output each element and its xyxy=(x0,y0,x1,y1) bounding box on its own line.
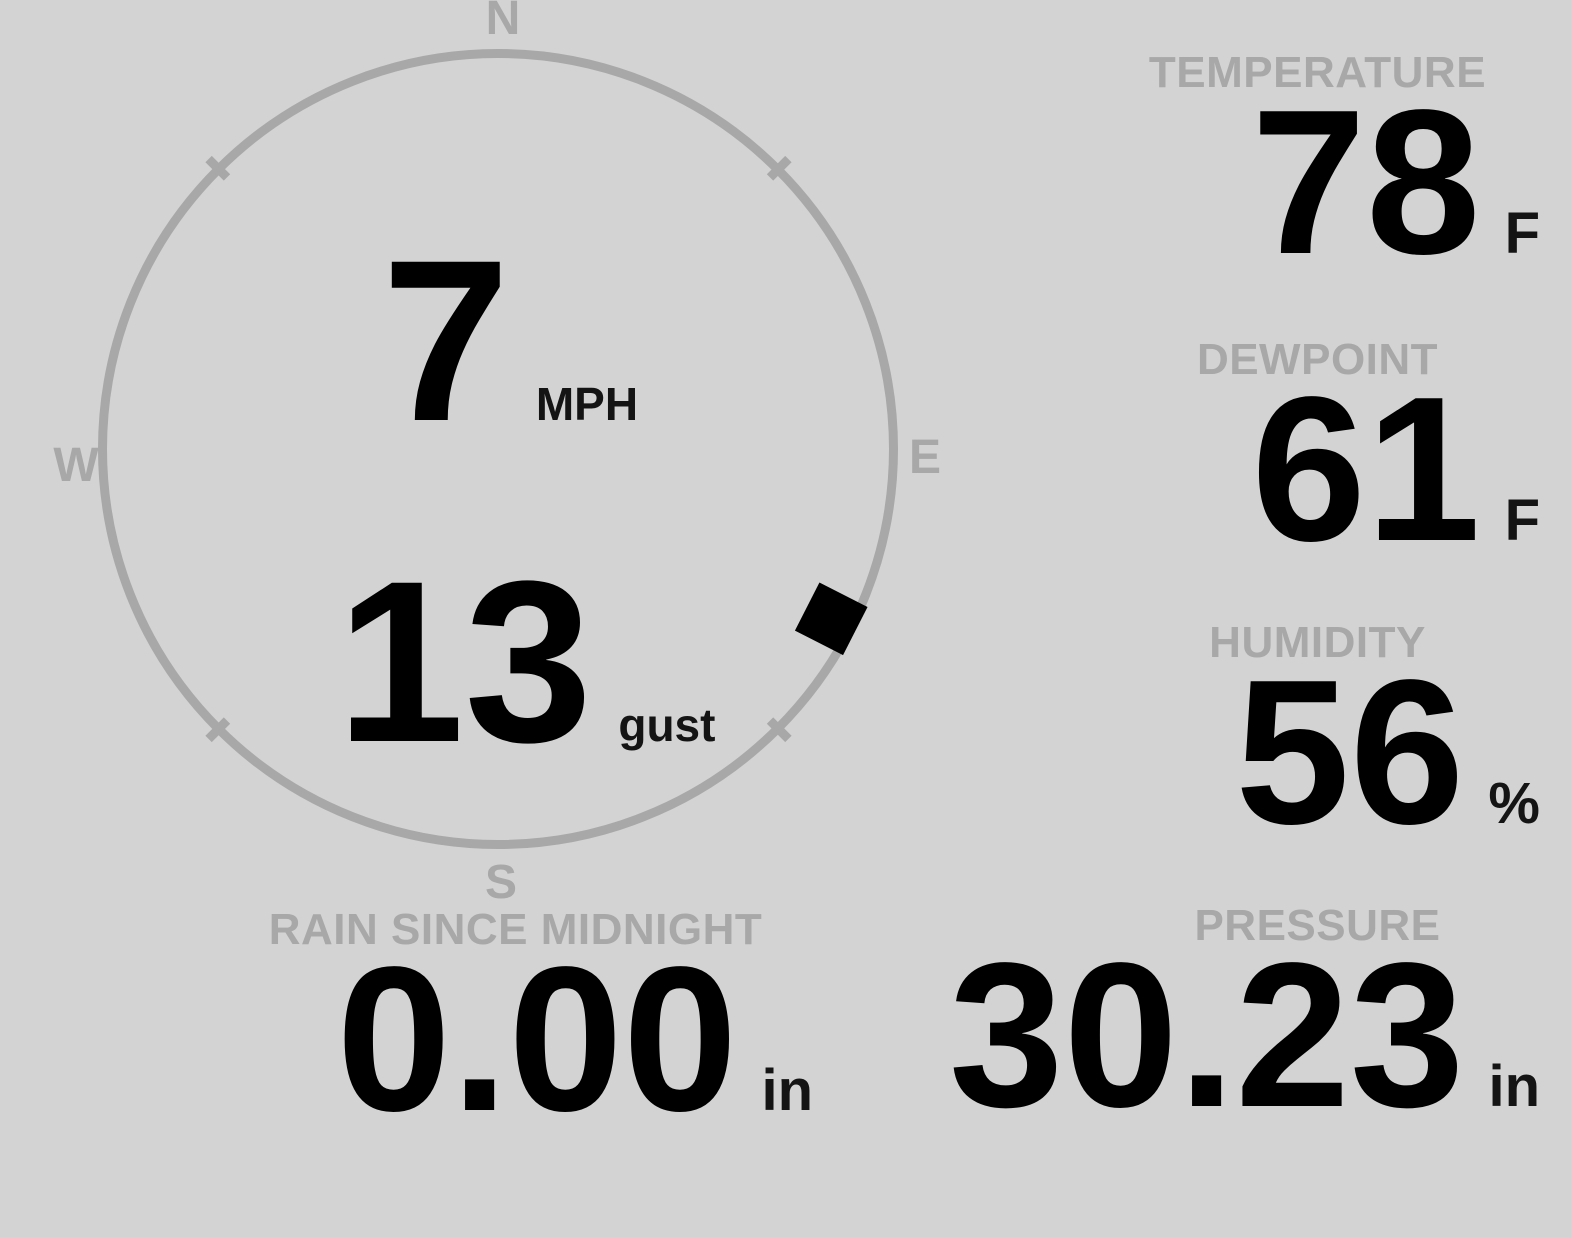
stat-temperature: TEMPERATURE 78 F xyxy=(945,51,1540,286)
dewpoint-value-row: 61 F xyxy=(945,366,1540,572)
temperature-value: 78 xyxy=(1251,67,1481,297)
humidity-unit: % xyxy=(1488,771,1540,836)
compass-circle xyxy=(98,49,898,849)
cardinal-label-east: E xyxy=(908,431,942,484)
pressure-value-row: 30.23 in xyxy=(945,932,1540,1138)
stat-humidity: HUMIDITY 56 % xyxy=(945,621,1540,856)
temperature-value-row: 78 F xyxy=(945,79,1540,285)
temperature-label: TEMPERATURE xyxy=(1148,48,1487,97)
wind-gust-value: 13 xyxy=(336,533,593,790)
wind-speed-unit: MPH xyxy=(535,378,639,430)
wind-gust-unit: gust xyxy=(618,699,716,751)
stat-rain-since-midnight: RAIN SINCE MIDNIGHT 0.00 in xyxy=(218,905,813,1143)
pressure-label: PRESSURE xyxy=(1194,901,1441,950)
dewpoint-value: 61 xyxy=(1251,354,1481,584)
stat-dewpoint: DEWPOINT 61 F xyxy=(945,338,1540,573)
rain-value-row: 0.00 in xyxy=(218,936,813,1142)
dewpoint-unit: F xyxy=(1504,488,1540,553)
cardinal-label-south: S xyxy=(484,856,518,909)
dewpoint-label: DEWPOINT xyxy=(1196,335,1439,384)
temperature-unit: F xyxy=(1504,201,1540,266)
wind-gust: 13 gust xyxy=(98,547,926,777)
rain-unit: in xyxy=(761,1058,813,1123)
humidity-label: HUMIDITY xyxy=(1209,618,1426,667)
cardinal-label-west: W xyxy=(53,439,99,492)
rain-value: 0.00 xyxy=(336,924,738,1154)
rain-label: RAIN SINCE MIDNIGHT xyxy=(268,905,763,954)
pressure-unit: in xyxy=(1488,1054,1540,1119)
wind-speed-value: 7 xyxy=(381,212,510,469)
stat-pressure: PRESSURE 30.23 in xyxy=(945,904,1540,1139)
humidity-value: 56 xyxy=(1235,637,1465,867)
humidity-value-row: 56 % xyxy=(945,649,1540,855)
pressure-value: 30.23 xyxy=(948,920,1465,1150)
wind-speed: 7 MPH xyxy=(98,226,910,456)
wind-compass: 7 MPH 13 gust xyxy=(98,49,898,849)
cardinal-label-north: N xyxy=(485,0,521,45)
